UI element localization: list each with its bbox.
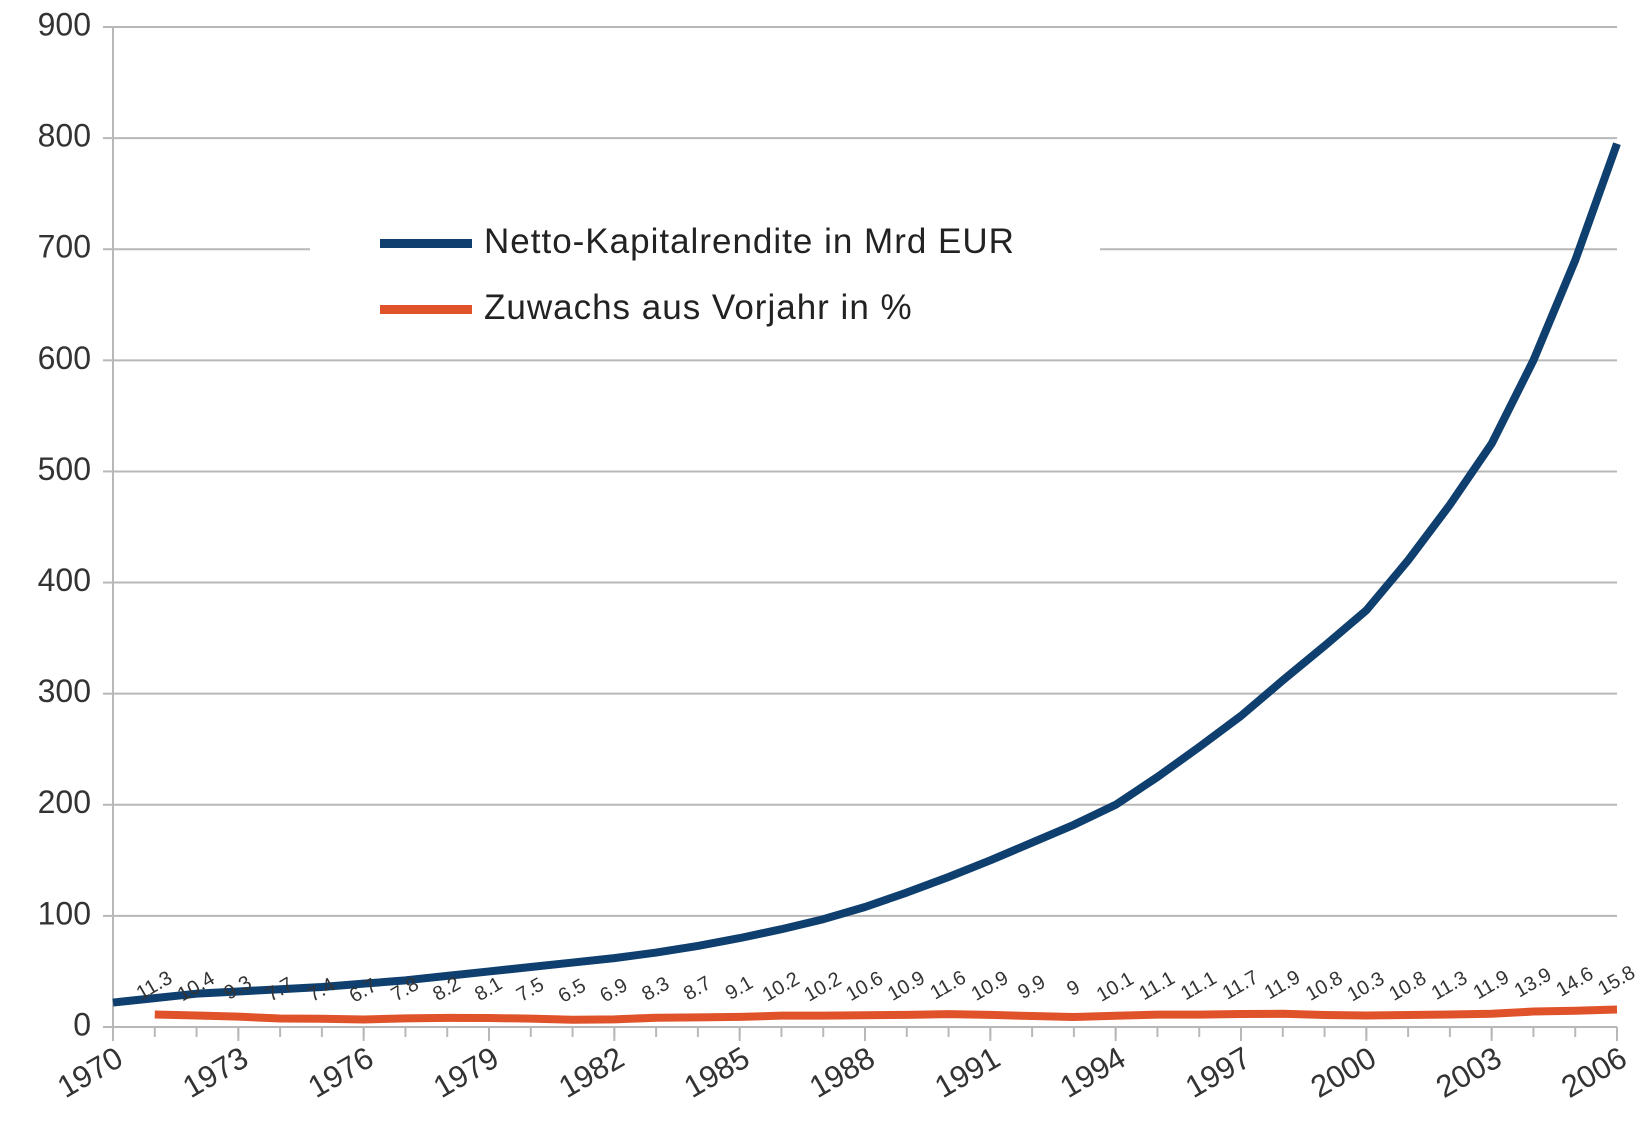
data-label: 10.1: [1093, 968, 1138, 1007]
x-tick-label: 1976: [302, 1040, 379, 1105]
data-label: 10.4: [174, 968, 219, 1007]
x-tick-label: 1973: [177, 1040, 254, 1105]
x-tick-label: 1970: [51, 1040, 128, 1105]
data-label: 13.9: [1511, 964, 1556, 1003]
x-tick-label: 1997: [1179, 1040, 1256, 1105]
data-label: 8.3: [638, 973, 673, 1006]
data-label: 11.7: [1219, 966, 1262, 1004]
legend-label: Zuwachs aus Vorjahr in %: [484, 288, 913, 327]
y-tick-label: 300: [38, 673, 91, 709]
legend-entry: Netto-Kapitalrendite in Mrd EUR: [380, 219, 1100, 265]
data-label: 7.4: [304, 974, 339, 1007]
data-label: 11.1: [1177, 967, 1220, 1005]
data-label: 9.9: [1014, 971, 1049, 1004]
legend-entry: Zuwachs aus Vorjahr in %: [380, 285, 1100, 331]
y-tick-label: 400: [38, 562, 91, 598]
legend-label: Netto-Kapitalrendite in Mrd EUR: [484, 222, 1015, 261]
legend: Netto-Kapitalrendite in Mrd EUR Zuwachs a…: [310, 205, 1100, 359]
x-tick-label: 2006: [1555, 1040, 1632, 1105]
data-label: 10.9: [968, 967, 1013, 1006]
x-tick-label: 2000: [1305, 1040, 1382, 1105]
data-label: 9.1: [722, 972, 757, 1005]
data-label: 7.7: [262, 973, 297, 1006]
y-tick-label: 200: [38, 784, 91, 820]
series-line: [154, 1005, 1618, 1024]
y-tick-label: 100: [38, 895, 91, 931]
data-label: 9.3: [220, 972, 255, 1005]
data-label: 11.1: [1135, 967, 1178, 1005]
data-label: 10.9: [884, 967, 929, 1006]
x-tick-label: 1988: [803, 1040, 880, 1105]
data-label: 11.3: [1428, 967, 1471, 1005]
y-tick-label: 500: [38, 451, 91, 487]
data-label: 10.2: [801, 968, 846, 1007]
x-tick-label: 1982: [553, 1040, 630, 1105]
data-label: 10.3: [1344, 968, 1389, 1007]
data-label: 10.8: [1302, 967, 1347, 1006]
legend-swatch: [380, 305, 472, 314]
y-tick-label: 600: [38, 340, 91, 376]
data-label: 7.5: [513, 974, 548, 1007]
y-tick-label: 700: [38, 229, 91, 265]
x-tick-label: 1985: [678, 1040, 755, 1105]
legend-swatch: [380, 239, 472, 248]
data-label: 8.7: [680, 972, 715, 1005]
data-label: 10.8: [1385, 967, 1430, 1006]
data-label: 8.1: [471, 973, 506, 1006]
series-line: [112, 142, 1621, 1007]
data-label: 11.9: [1261, 966, 1304, 1004]
data-label: 9: [1063, 976, 1084, 1001]
x-tick-label: 1991: [929, 1040, 1006, 1105]
data-label: 6.9: [596, 974, 631, 1007]
data-label: 10.6: [842, 967, 887, 1006]
data-label: 10.2: [759, 968, 804, 1007]
x-tick-label: 2003: [1430, 1040, 1507, 1105]
x-tick-label: 1994: [1054, 1040, 1131, 1105]
data-label: 11.9: [1470, 966, 1513, 1004]
x-tick-label: 1979: [427, 1040, 504, 1105]
y-tick-label: 800: [38, 118, 91, 154]
data-label: 15.8: [1594, 962, 1639, 1001]
y-tick-label: 900: [38, 6, 91, 42]
y-tick-label: 0: [73, 1006, 91, 1042]
data-label: 11.6: [926, 967, 969, 1005]
data-label: 6.5: [555, 975, 590, 1008]
data-label: 14.6: [1553, 963, 1598, 1002]
